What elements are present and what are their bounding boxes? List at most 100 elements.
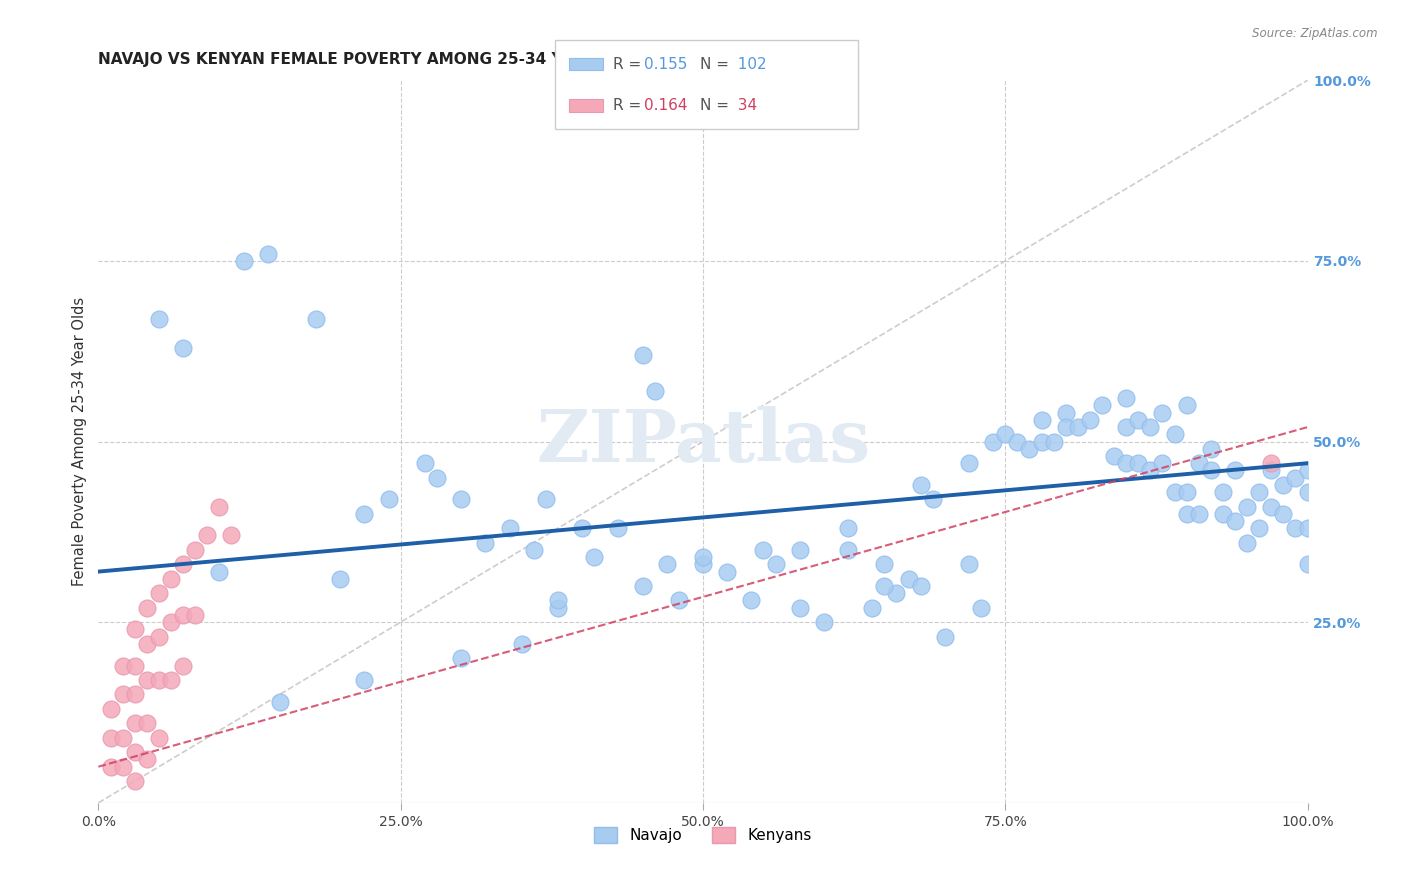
Text: 34: 34 xyxy=(728,98,758,112)
Point xyxy=(1236,500,1258,514)
Point xyxy=(789,600,811,615)
Point xyxy=(160,572,183,586)
Point xyxy=(124,745,146,759)
Point xyxy=(100,702,122,716)
Point xyxy=(1163,485,1185,500)
Point xyxy=(1152,406,1174,420)
Text: ZIPatlas: ZIPatlas xyxy=(536,406,870,477)
Text: R =: R = xyxy=(613,57,647,71)
Point xyxy=(668,593,690,607)
Point xyxy=(547,593,569,607)
Point xyxy=(148,731,170,745)
Point xyxy=(172,341,194,355)
Text: N =: N = xyxy=(700,98,734,112)
Text: N =: N = xyxy=(700,57,734,71)
Point xyxy=(1115,391,1137,405)
Point xyxy=(510,637,533,651)
Point xyxy=(523,542,546,557)
Point xyxy=(886,586,908,600)
Point xyxy=(1249,521,1271,535)
Point xyxy=(135,637,157,651)
Point xyxy=(813,615,835,630)
Point xyxy=(1212,507,1234,521)
Point xyxy=(1115,420,1137,434)
Point xyxy=(124,623,146,637)
Point xyxy=(1115,456,1137,470)
Point xyxy=(474,535,496,549)
Point xyxy=(934,630,956,644)
Point xyxy=(1284,521,1306,535)
Point xyxy=(1139,463,1161,477)
Point xyxy=(1054,420,1077,434)
Point xyxy=(208,565,231,579)
Point xyxy=(897,572,920,586)
Point xyxy=(1296,521,1319,535)
Point xyxy=(148,630,170,644)
Point xyxy=(100,731,122,745)
Point xyxy=(1212,485,1234,500)
Point xyxy=(124,658,146,673)
Point xyxy=(1018,442,1040,456)
Point xyxy=(1188,507,1211,521)
Point xyxy=(740,593,762,607)
Point xyxy=(994,427,1017,442)
Point xyxy=(1236,535,1258,549)
Point xyxy=(631,348,654,362)
Point xyxy=(184,607,207,622)
Point xyxy=(1296,463,1319,477)
Point xyxy=(1102,449,1125,463)
Point xyxy=(981,434,1004,449)
Point xyxy=(1284,471,1306,485)
Point xyxy=(172,558,194,572)
Point xyxy=(1054,406,1077,420)
Point xyxy=(135,752,157,766)
Point xyxy=(135,673,157,687)
Text: 102: 102 xyxy=(728,57,766,71)
Point xyxy=(1272,478,1295,492)
Point xyxy=(232,253,254,268)
Text: R =: R = xyxy=(613,98,647,112)
Point xyxy=(1128,413,1150,427)
Point xyxy=(124,774,146,789)
Point xyxy=(655,558,678,572)
Point xyxy=(1067,420,1090,434)
Point xyxy=(1031,413,1053,427)
Point xyxy=(111,731,134,745)
Point xyxy=(547,600,569,615)
Point xyxy=(135,716,157,731)
Point xyxy=(184,542,207,557)
Point xyxy=(1249,485,1271,500)
Point xyxy=(172,607,194,622)
Point xyxy=(1260,500,1282,514)
Point xyxy=(305,311,328,326)
Point xyxy=(716,565,738,579)
Point xyxy=(1139,420,1161,434)
Point xyxy=(413,456,436,470)
Point xyxy=(1260,463,1282,477)
Point xyxy=(910,579,932,593)
Point xyxy=(1175,398,1198,412)
Point xyxy=(160,673,183,687)
Point xyxy=(1223,514,1246,528)
Point xyxy=(450,651,472,665)
Point xyxy=(752,542,775,557)
Point xyxy=(1042,434,1064,449)
Point xyxy=(1296,558,1319,572)
Legend: Navajo, Kenyans: Navajo, Kenyans xyxy=(588,822,818,849)
Point xyxy=(1188,456,1211,470)
Point xyxy=(765,558,787,572)
Point xyxy=(256,246,278,260)
Point xyxy=(1175,507,1198,521)
Point xyxy=(269,695,291,709)
Text: 0.164: 0.164 xyxy=(644,98,688,112)
Point xyxy=(644,384,666,398)
Text: 0.155: 0.155 xyxy=(644,57,688,71)
Point xyxy=(111,687,134,701)
Point xyxy=(426,471,449,485)
Point xyxy=(160,615,183,630)
Point xyxy=(970,600,993,615)
Point xyxy=(692,550,714,565)
Point xyxy=(221,528,243,542)
Point xyxy=(957,558,980,572)
Point xyxy=(837,521,859,535)
